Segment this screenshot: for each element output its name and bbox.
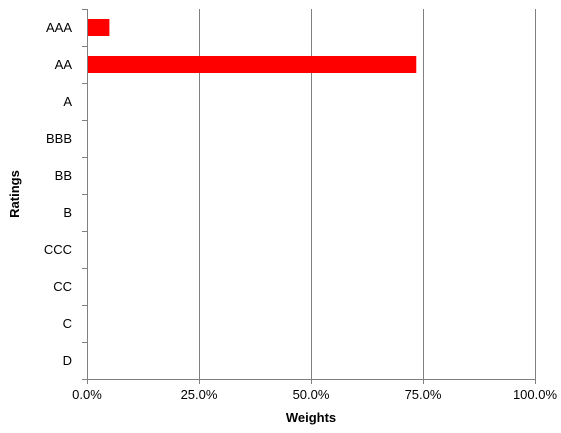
- y-tick-label-b: B: [63, 205, 72, 220]
- x-tick-label-4: 100.0%: [513, 387, 558, 402]
- y-tick-label-bb: BB: [55, 168, 72, 183]
- x-tick-label-0: 0.0%: [72, 387, 102, 402]
- y-tick-label-c: C: [63, 316, 72, 331]
- x-tick-label-2: 50.0%: [293, 387, 330, 402]
- y-tick-label-a: A: [63, 94, 72, 109]
- y-tick-label-d: D: [63, 353, 72, 368]
- x-tick-label-1: 25.0%: [181, 387, 218, 402]
- y-axis-title: Ratings: [7, 170, 22, 218]
- y-tick-label-bbb: BBB: [46, 131, 72, 146]
- y-tick-label-ccc: CCC: [44, 242, 72, 257]
- y-tick-label-aaa: AAA: [46, 20, 72, 35]
- bars: [87, 18, 417, 74]
- x-axis-title: Weights: [286, 410, 336, 425]
- bar-aa: [87, 55, 417, 74]
- axes: [82, 9, 536, 384]
- x-tick-label-3: 75.0%: [405, 387, 442, 402]
- y-tick-label-cc: CC: [53, 279, 72, 294]
- y-tick-label-aa: AA: [55, 57, 73, 72]
- bar-aaa: [87, 18, 110, 37]
